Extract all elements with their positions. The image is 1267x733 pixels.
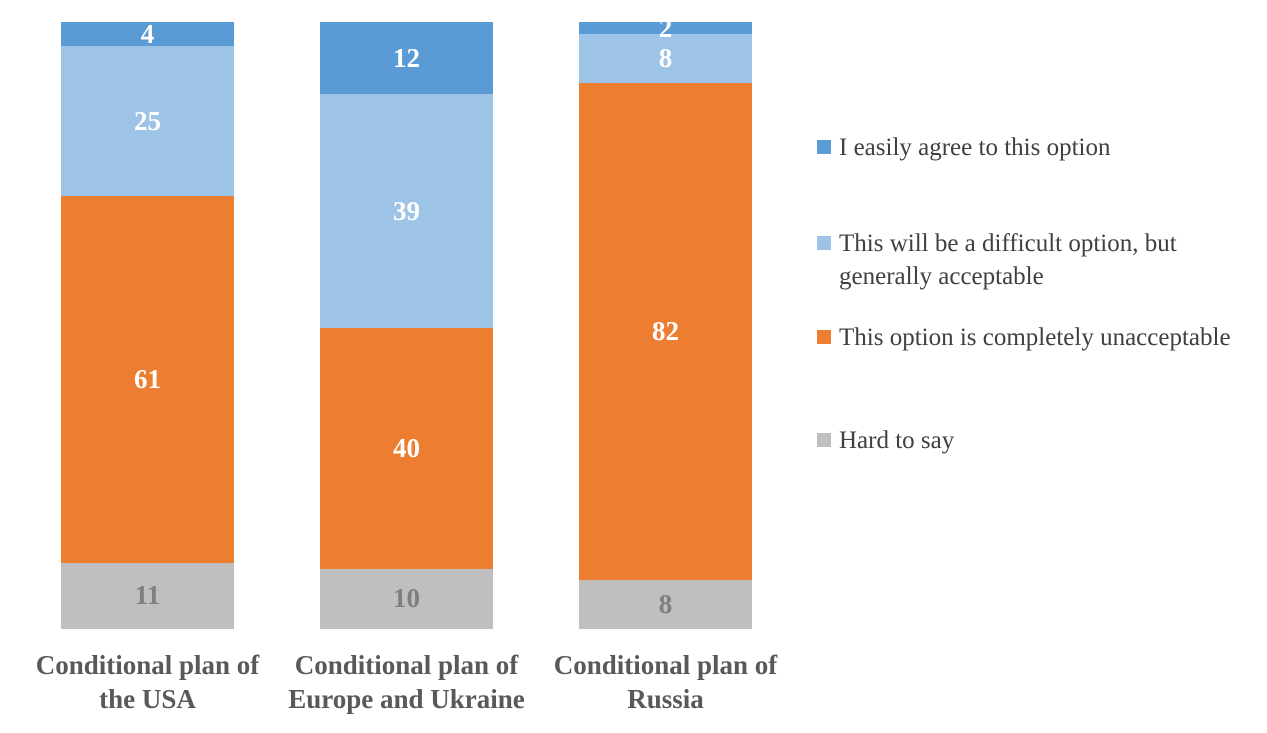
segment-value-label: 10 bbox=[393, 583, 420, 614]
category-label: Conditional plan of Russia bbox=[553, 650, 778, 714]
legend-color-swatch-icon bbox=[817, 236, 831, 250]
segment-value-label: 61 bbox=[134, 364, 161, 395]
legend-color-swatch-icon bbox=[817, 330, 831, 344]
legend-item-label: I easily agree to this option bbox=[839, 134, 1111, 161]
bar-segment: 39 bbox=[320, 94, 493, 329]
segment-value-label: 82 bbox=[652, 316, 679, 347]
segment-value-label: 4 bbox=[140, 18, 155, 49]
bar-segment: 10 bbox=[320, 568, 493, 629]
stacked-bar: 4 25 61 11 bbox=[61, 18, 234, 629]
category-label: Conditional plan of the USA bbox=[35, 650, 260, 714]
segment-value-label: 11 bbox=[134, 580, 161, 611]
segment-value-label: 25 bbox=[134, 105, 161, 136]
legend-item: This will be a difficult option, but gen… bbox=[817, 227, 1257, 293]
segment-value-label: 8 bbox=[658, 589, 673, 620]
legend-color-swatch-icon bbox=[817, 433, 831, 447]
bar-segment: 12 bbox=[320, 22, 493, 95]
segment-value-label: 12 bbox=[393, 42, 420, 73]
segment-value-label: 40 bbox=[393, 433, 420, 464]
legend-item-label: Hard to say bbox=[839, 427, 955, 454]
category-axis-labels: Conditional plan of the USA Conditional p… bbox=[18, 648, 795, 716]
legend-item-label: This will be a difficult option, but gen… bbox=[839, 230, 1177, 290]
category-label: Conditional plan of Europe and Ukraine bbox=[288, 650, 525, 714]
stacked-bar: 2 8 82 8 bbox=[579, 14, 752, 629]
segment-value-label: 39 bbox=[393, 195, 420, 226]
bar-segment: 8 bbox=[579, 580, 752, 629]
bar-segment: 40 bbox=[320, 328, 493, 569]
bar-segment: 11 bbox=[61, 562, 234, 629]
bar-segment: 2 bbox=[579, 14, 752, 41]
legend: I easily agree to this option This will b… bbox=[817, 131, 1257, 491]
stacked-bar: 12 39 40 10 bbox=[320, 22, 493, 629]
bar-segment: 82 bbox=[579, 82, 752, 581]
bar-segment: 61 bbox=[61, 196, 234, 563]
segment-value-label: 2 bbox=[658, 12, 673, 43]
legend-item: Hard to say bbox=[817, 424, 1257, 457]
bar-segment: 25 bbox=[61, 46, 234, 197]
legend-item: I easily agree to this option bbox=[817, 131, 1257, 164]
legend-item-label: This option is completely unacceptable bbox=[839, 324, 1231, 351]
plot-area: 4 25 61 11 12 39 40 10 2 8 82 8 bbox=[61, 14, 752, 629]
bar-segment: 8 bbox=[579, 34, 752, 83]
bar-segment: 4 bbox=[61, 18, 234, 49]
legend-item: This option is completely unacceptable bbox=[817, 321, 1257, 354]
segment-value-label: 8 bbox=[658, 42, 673, 73]
legend-color-swatch-icon bbox=[817, 140, 831, 154]
